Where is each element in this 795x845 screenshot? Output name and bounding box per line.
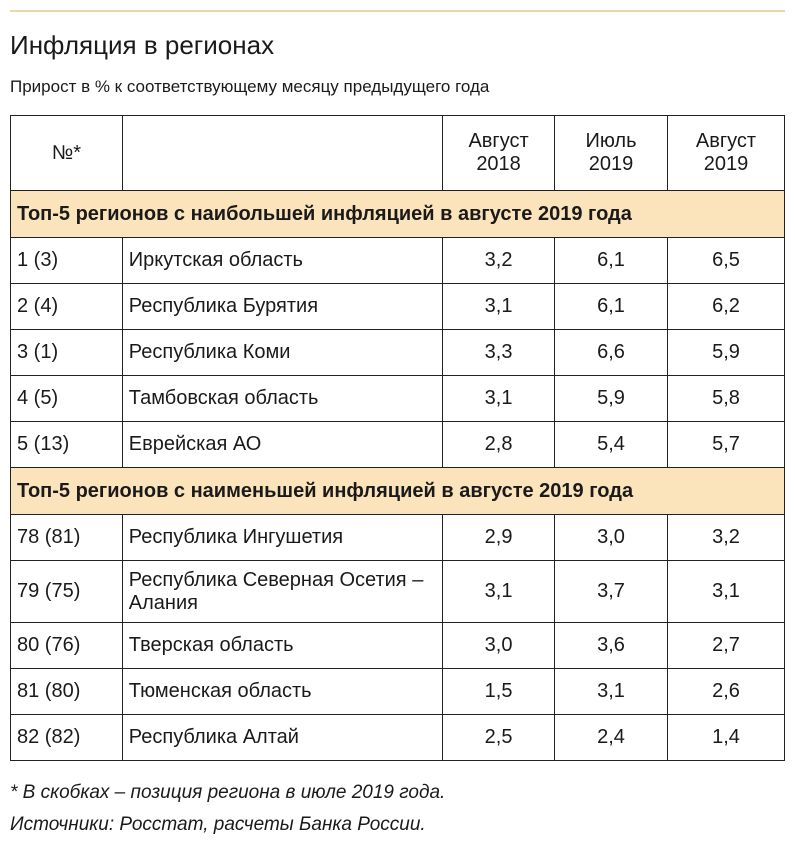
value: 6,1 — [554, 283, 668, 330]
region: Республика Коми — [121, 329, 444, 376]
region: Республика Бурятия — [121, 283, 444, 330]
value: 3,2 — [442, 237, 556, 284]
data-row: 78 (81) Республика Ингушетия 2,9 3,0 3,2 — [10, 514, 785, 561]
header-row: №* Август 2018 Июль 2019 Август 2019 — [10, 115, 785, 191]
section-heading: Топ-5 регионов с наименьшей инфляцией в … — [10, 467, 785, 515]
rank: 79 (75) — [10, 560, 123, 623]
inflation-table: №* Август 2018 Июль 2019 Август 2019 Топ… — [10, 115, 785, 761]
value: 3,1 — [667, 560, 785, 623]
rank: 78 (81) — [10, 514, 123, 561]
title: Инфляция в регионах — [10, 30, 275, 60]
value: 3,1 — [442, 283, 556, 330]
value: 2,9 — [442, 514, 556, 561]
value: 2,8 — [442, 421, 556, 468]
region: Тверская область — [121, 622, 444, 669]
region: Еврейская АО — [121, 421, 444, 468]
region: Тамбовская область — [121, 375, 444, 422]
data-row: 79 (75) Республика Северная Осетия – Алан… — [10, 560, 785, 623]
value: 5,9 — [554, 375, 668, 422]
value: 5,7 — [667, 421, 785, 468]
value: 6,5 — [667, 237, 785, 284]
data-row: 2 (4) Республика Бурятия 3,1 6,1 6,2 — [10, 283, 785, 330]
section-row: Топ-5 регионов с наименьшей инфляцией в … — [10, 467, 785, 515]
value: 6,6 — [554, 329, 668, 376]
data-row: 81 (80) Тюменская область 1,5 3,1 2,6 — [10, 668, 785, 715]
data-row: 3 (1) Республика Коми 3,3 6,6 5,9 — [10, 329, 785, 376]
column-header: Август 2018 — [442, 115, 556, 191]
rank: 82 (82) — [10, 714, 123, 761]
value: 2,5 — [442, 714, 556, 761]
rank: 3 (1) — [10, 329, 123, 376]
value: 1,5 — [442, 668, 556, 715]
value: 1,4 — [667, 714, 785, 761]
region: Республика Ингушетия — [121, 514, 444, 561]
value: 6,2 — [667, 283, 785, 330]
value: 3,6 — [554, 622, 668, 669]
rank: 5 (13) — [10, 421, 123, 468]
rank: 2 (4) — [10, 283, 123, 330]
region: Тюменская область — [121, 668, 444, 715]
data-row: 82 (82) Республика Алтай 2,5 2,4 1,4 — [10, 714, 785, 761]
region: Республика Алтай — [121, 714, 444, 761]
rank: 4 (5) — [10, 375, 123, 422]
value: 3,7 — [554, 560, 668, 623]
section-row: Топ-5 регионов с наибольшей инфляцией в … — [10, 190, 785, 238]
region: Иркутская область — [121, 237, 444, 284]
data-row: 4 (5) Тамбовская область 3,1 5,9 5,8 — [10, 375, 785, 422]
rank: 1 (3) — [10, 237, 123, 284]
value: 2,6 — [667, 668, 785, 715]
column-header-blank — [121, 115, 444, 191]
data-row: 80 (76) Тверская область 3,0 3,6 2,7 — [10, 622, 785, 669]
column-header: Июль 2019 — [554, 115, 668, 191]
data-row: 5 (13) Еврейская АО 2,8 5,4 5,7 — [10, 421, 785, 468]
footnote: * В скобках – позиция региона в июле 201… — [10, 782, 446, 803]
region: Республика Северная Осетия – Алания — [121, 560, 444, 623]
top-rule — [10, 10, 785, 12]
value: 3,1 — [442, 560, 556, 623]
footnote: Источники: Росстат, расчеты Банка России… — [10, 814, 426, 835]
subtitle: Прирост в % к соответствующему месяцу пр… — [10, 77, 490, 96]
value: 3,0 — [442, 622, 556, 669]
rank: 81 (80) — [10, 668, 123, 715]
value: 3,3 — [442, 329, 556, 376]
data-row: 1 (3) Иркутская область 3,2 6,1 6,5 — [10, 237, 785, 284]
value: 3,2 — [667, 514, 785, 561]
column-header: Август 2019 — [667, 115, 785, 191]
section-heading: Топ-5 регионов с наибольшей инфляцией в … — [10, 190, 785, 238]
column-header: №* — [10, 115, 123, 191]
value: 3,1 — [554, 668, 668, 715]
value: 3,1 — [442, 375, 556, 422]
value: 6,1 — [554, 237, 668, 284]
rank: 80 (76) — [10, 622, 123, 669]
table-body: Топ-5 регионов с наибольшей инфляцией в … — [10, 190, 785, 761]
value: 5,4 — [554, 421, 668, 468]
value: 3,0 — [554, 514, 668, 561]
value: 5,9 — [667, 329, 785, 376]
value: 2,4 — [554, 714, 668, 761]
value: 2,7 — [667, 622, 785, 669]
value: 5,8 — [667, 375, 785, 422]
